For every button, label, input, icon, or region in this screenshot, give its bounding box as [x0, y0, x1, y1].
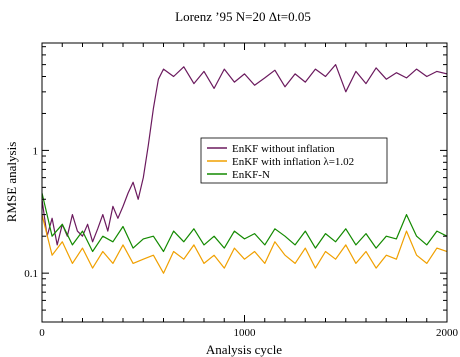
series-line-1 [42, 214, 447, 274]
legend-label-2: EnKF-N [232, 169, 270, 181]
y-tick-label-0: 0.1 [24, 268, 38, 280]
x-axis: 0 1000 2000 [39, 43, 459, 339]
x-tick-label-2: 2000 [436, 327, 459, 339]
series-layer [42, 63, 447, 274]
y-tick-label-1: 1 [33, 145, 39, 157]
legend-box [200, 137, 388, 184]
x-axis-label: Analysis cycle [206, 342, 282, 357]
legend-label-1: EnKF with inflation λ=1.02 [232, 156, 354, 168]
y-axis-label: RMSE analysis [4, 142, 19, 223]
chart-title: Lorenz ’95 N=20 Δt=0.05 [175, 9, 311, 24]
series-line-0 [42, 63, 447, 246]
y-axis: 0.11 [24, 46, 447, 311]
legend-label-0: EnKF without inflation [232, 143, 335, 155]
series-line-2 [42, 192, 447, 253]
x-tick-label-0: 0 [39, 327, 45, 339]
x-tick-label-1: 1000 [234, 327, 257, 339]
